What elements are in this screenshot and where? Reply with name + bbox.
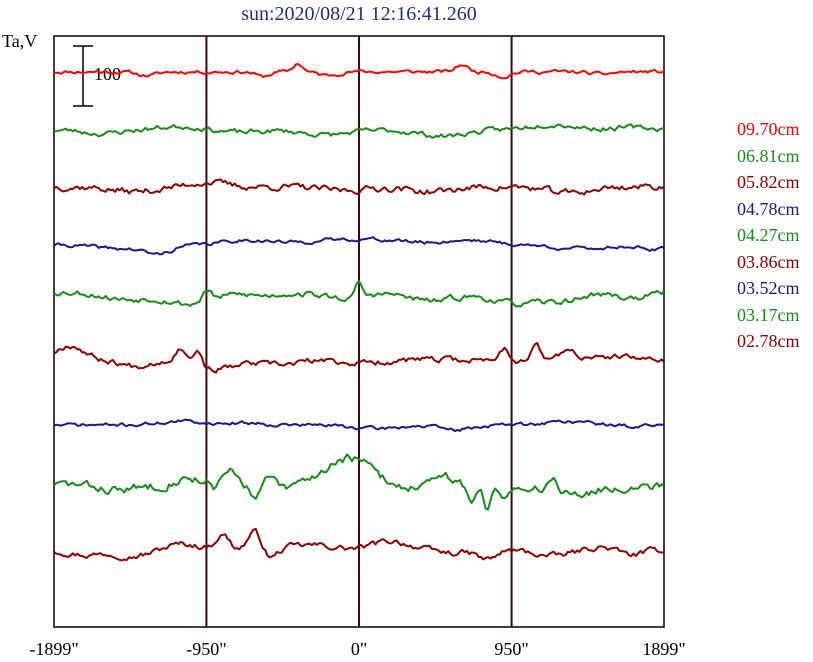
series-line-4 xyxy=(53,280,665,308)
series-line-0 xyxy=(53,63,665,80)
series-line-6 xyxy=(53,418,665,433)
legend-item-4: 04.27cm xyxy=(737,225,800,245)
scale-bar: 100 xyxy=(73,45,121,107)
chart-title: sun:2020/08/21 12:16:41.260 xyxy=(241,3,477,25)
series-layer xyxy=(53,63,665,562)
x-tick-label-4: 1899" xyxy=(642,639,685,659)
scale-bar-label: 100 xyxy=(94,64,121,84)
y-axis-label: Ta,V xyxy=(2,31,37,51)
legend-item-8: 02.78cm xyxy=(737,331,800,351)
legend: 09.70cm 06.81cm 05.82cm 04.78cm 04.27cm 03.86… xyxy=(737,119,800,351)
series-line-8 xyxy=(53,528,664,562)
legend-item-2: 05.82cm xyxy=(737,172,800,192)
legend-item-6: 03.52cm xyxy=(737,278,800,298)
series-line-3 xyxy=(53,236,665,256)
x-tick-label-1: -950" xyxy=(186,639,226,659)
vertical-reference-lines xyxy=(205,36,513,627)
series-line-2 xyxy=(53,178,665,196)
legend-item-1: 06.81cm xyxy=(737,146,800,166)
series-line-7 xyxy=(53,453,665,511)
series-line-1 xyxy=(53,123,665,139)
x-tick-label-2: 0" xyxy=(351,639,367,659)
legend-item-0: 09.70cm xyxy=(737,119,800,139)
legend-item-3: 04.78cm xyxy=(737,199,800,219)
x-axis-ticks: -1899" -950" 0" 950" 1899" xyxy=(29,639,685,659)
x-tick-label-3: 950" xyxy=(494,639,528,659)
x-tick-label-0: -1899" xyxy=(29,639,78,659)
legend-item-7: 03.17cm xyxy=(737,305,800,325)
series-line-5 xyxy=(53,342,665,374)
legend-item-5: 03.86cm xyxy=(737,252,800,272)
